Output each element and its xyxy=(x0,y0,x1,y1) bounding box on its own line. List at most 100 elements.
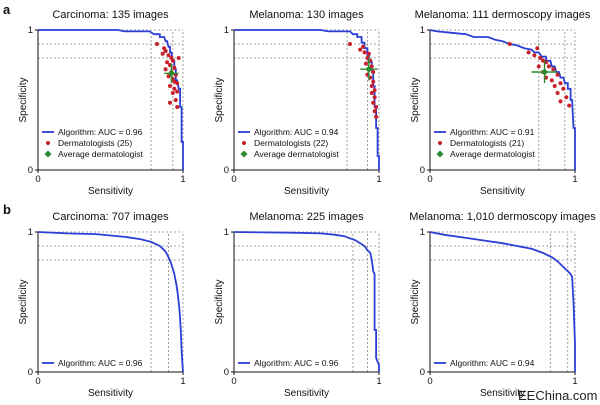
x-tick-label: 0 xyxy=(427,376,432,387)
x-tick-label: 0 xyxy=(35,376,40,387)
y-tick-label: 0 xyxy=(28,165,33,176)
legend-dermatologists-label: Dermatologists (21) xyxy=(450,138,524,148)
legend-dermatologist-swatch xyxy=(242,141,246,145)
x-axis-label: Sensitivity xyxy=(88,388,133,399)
dermatologist-point xyxy=(176,56,181,60)
dermatologist-point xyxy=(371,79,376,84)
dermatologist-point xyxy=(532,53,537,58)
legend-average-swatch xyxy=(436,150,444,158)
x-tick-label: 0 xyxy=(35,174,40,185)
y-axis-label: Specificity xyxy=(214,279,225,324)
dermatologist-point xyxy=(551,67,556,72)
dermatologist-point xyxy=(170,58,175,63)
dermatologist-point xyxy=(552,84,557,88)
y-tick-label: 1 xyxy=(420,227,425,238)
chart-b1: Carcinoma: 707 images 0 1 0 1 Sensitivity Spec… xyxy=(18,211,186,399)
dermatologist-point xyxy=(561,86,566,91)
dermatologist-point xyxy=(163,67,168,72)
dermatologist-point xyxy=(170,91,175,95)
chart-a3: Melanoma: 111 dermoscopy images 0 1 0 1 Sensi… xyxy=(410,9,591,197)
x-axis-label: Sensitivity xyxy=(284,186,329,197)
roc-curve-line xyxy=(37,231,184,373)
dermatologist-point xyxy=(362,50,367,55)
legend-average-label: Average dermatologist xyxy=(450,149,536,159)
watermark-text: EEChina.com xyxy=(518,388,597,403)
legend-dermatologists-label: Dermatologists (22) xyxy=(254,138,328,148)
chart-b3: Melanoma: 1,010 dermoscopy images 0 1 0 1 Sen… xyxy=(409,211,596,399)
dermatologist-point xyxy=(371,100,376,105)
y-tick-label: 1 xyxy=(224,227,229,238)
charts-group: Carcinoma: 135 images 0 1 0 1 Sensitivity Spec… xyxy=(18,9,596,399)
y-tick-label: 0 xyxy=(420,165,425,176)
dermatologist-point xyxy=(363,61,368,66)
dermatologist-point xyxy=(369,91,374,95)
legend-dermatologist-swatch xyxy=(46,141,50,145)
chart-title: Melanoma: 1,010 dermoscopy images xyxy=(409,211,596,223)
dermatologist-point xyxy=(558,81,563,86)
x-axis-label: Sensitivity xyxy=(88,186,133,197)
panel-label-b: b xyxy=(3,202,11,217)
x-tick-label: 1 xyxy=(572,174,577,185)
x-tick-label: 0 xyxy=(231,376,236,387)
x-tick-label: 1 xyxy=(572,376,577,387)
chart-a1: Carcinoma: 135 images 0 1 0 1 Sensitivity Spec… xyxy=(18,9,186,197)
dermatologist-point xyxy=(163,49,168,53)
dermatologist-point xyxy=(348,42,352,46)
y-tick-label: 0 xyxy=(224,165,229,176)
dermatologist-point xyxy=(564,95,569,100)
dermatologist-point xyxy=(167,100,172,105)
x-axis-label: Sensitivity xyxy=(284,388,329,399)
average-dermatologist-point xyxy=(167,69,175,77)
y-tick-label: 0 xyxy=(224,367,229,378)
dermatologist-point xyxy=(549,78,554,83)
dermatologist-point xyxy=(371,70,376,74)
y-tick-label: 1 xyxy=(224,25,229,36)
dermatologist-point xyxy=(175,89,180,94)
dermatologist-point xyxy=(366,51,371,56)
chart-title: Melanoma: 111 dermoscopy images xyxy=(415,9,591,21)
chart-title: Carcinoma: 135 images xyxy=(52,9,169,21)
dermatologist-point xyxy=(369,64,374,69)
dermatologist-point xyxy=(567,103,572,108)
dermatologist-point xyxy=(361,44,366,49)
y-tick-label: 0 xyxy=(28,367,33,378)
dermatologist-point xyxy=(166,74,171,79)
x-tick-label: 1 xyxy=(180,376,185,387)
legend-average-label: Average dermatologist xyxy=(58,149,144,159)
y-axis-label: Specificity xyxy=(410,77,421,122)
legend-dermatologist-swatch xyxy=(438,141,442,145)
x-axis-label: Sensitivity xyxy=(480,388,525,399)
y-tick-label: 0 xyxy=(420,367,425,378)
dermatologist-point xyxy=(555,91,560,95)
legend-algorithm-label: Algorithm: AUC = 0.96 xyxy=(58,358,143,368)
chart-title: Carcinoma: 707 images xyxy=(52,211,169,223)
dermatologist-point xyxy=(358,47,363,52)
dermatologist-point xyxy=(374,114,379,119)
panel-label-a: a xyxy=(3,2,11,17)
dermatologist-point xyxy=(165,60,170,65)
dermatologist-point xyxy=(166,53,171,58)
dermatologist-point xyxy=(172,65,177,70)
legend-algorithm-label: Algorithm: AUC = 0.94 xyxy=(254,127,339,137)
dermatologist-point xyxy=(558,99,563,104)
y-axis-label: Specificity xyxy=(18,77,29,122)
legend-algorithm-label: Algorithm: AUC = 0.91 xyxy=(450,127,535,137)
legend-algorithm-label: Algorithm: AUC = 0.96 xyxy=(58,127,143,137)
chart-title: Melanoma: 130 images xyxy=(249,9,364,21)
dermatologist-point xyxy=(160,51,165,56)
dermatologist-point xyxy=(372,95,377,100)
y-tick-label: 1 xyxy=(420,25,425,36)
y-tick-label: 1 xyxy=(28,227,33,238)
dermatologist-point xyxy=(372,88,377,93)
dermatologist-point xyxy=(536,64,541,69)
legend-average-swatch xyxy=(44,150,52,158)
legend-algorithm-label: Algorithm: AUC = 0.96 xyxy=(254,358,339,368)
chart-title: Melanoma: 225 images xyxy=(249,211,364,223)
legend-dermatologists-label: Dermatologists (25) xyxy=(58,138,132,148)
dermatologist-point xyxy=(546,64,551,69)
chart-b2: Melanoma: 225 images 0 1 0 1 Sensitivity Speci… xyxy=(214,211,382,399)
average-dermatologist-point xyxy=(541,68,549,76)
y-axis-label: Specificity xyxy=(214,77,225,122)
roc-curve-line xyxy=(429,231,576,372)
